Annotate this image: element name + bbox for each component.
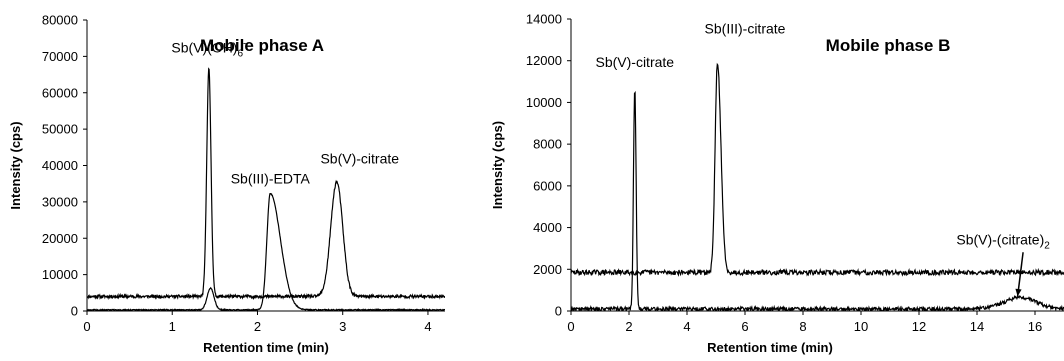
x-tick-label: 16 xyxy=(1028,319,1042,334)
peak-annotation: Sb(V)-citrate xyxy=(320,151,399,167)
x-axis-label: Retention time (min) xyxy=(203,340,329,355)
y-tick-label: 80000 xyxy=(42,13,78,28)
x-tick-label: 8 xyxy=(799,319,806,334)
x-tick-label: 4 xyxy=(424,319,431,334)
y-tick-label: 40000 xyxy=(42,158,78,173)
chromatogram-trace-1 xyxy=(571,62,1064,277)
x-tick-label: 1 xyxy=(169,319,176,334)
x-tick-label: 2 xyxy=(254,319,261,334)
y-tick-label: 6000 xyxy=(533,178,562,193)
chromatogram-trace-2 xyxy=(87,193,445,311)
annotation-arrow-head xyxy=(1015,288,1022,297)
x-tick-label: 2 xyxy=(625,319,632,334)
y-tick-label: 14000 xyxy=(526,12,562,27)
peak-annotation: Sb(III)-citrate xyxy=(705,21,786,37)
y-tick-label: 2000 xyxy=(533,262,562,277)
y-tick-label: 0 xyxy=(555,304,562,319)
peak-annotation: Sb(V)-citrate xyxy=(596,54,675,70)
peak-annotation: Sb(III)-EDTA xyxy=(231,171,311,187)
y-tick-label: 20000 xyxy=(42,231,78,246)
y-tick-label: 70000 xyxy=(42,49,78,64)
chart-title: Mobile phase A xyxy=(200,36,324,55)
x-tick-label: 3 xyxy=(339,319,346,334)
y-tick-label: 8000 xyxy=(533,137,562,152)
y-tick-label: 12000 xyxy=(526,53,562,68)
y-tick-label: 60000 xyxy=(42,85,78,100)
x-tick-label: 0 xyxy=(567,319,574,334)
x-tick-label: 12 xyxy=(912,319,926,334)
y-tick-label: 30000 xyxy=(42,194,78,209)
y-tick-label: 50000 xyxy=(42,122,78,137)
x-tick-label: 10 xyxy=(854,319,868,334)
panel-mobile-phase-b: 0 2000 4000 6000 8000 10000 12000 14000 0 2 4 6 8 10 1… xyxy=(490,12,1064,355)
annotation-arrow-line xyxy=(1016,252,1024,297)
peak-annotation: Sb(V)-(citrate)2 xyxy=(956,231,1050,251)
x-axis-label: Retention time (min) xyxy=(707,340,833,355)
y-tick-label: 10000 xyxy=(42,267,78,282)
chromatogram-trace-1 xyxy=(87,67,445,301)
y-axis-label: Intensity (cps) xyxy=(8,121,23,209)
x-tick-label: 0 xyxy=(83,319,90,334)
y-tick-label: 0 xyxy=(71,304,78,319)
chart-title: Mobile phase B xyxy=(826,36,951,55)
x-tick-label: 4 xyxy=(683,319,690,334)
x-tick-label: 6 xyxy=(741,319,748,334)
y-axis-label: Intensity (cps) xyxy=(490,121,505,209)
y-tick-label: 10000 xyxy=(526,95,562,110)
x-tick-label: 14 xyxy=(970,319,984,334)
chromatogram-trace-2 xyxy=(571,90,1064,311)
panel-mobile-phase-a: 0 10000 20000 30000 40000 50000 60000 70000 8000… xyxy=(8,13,445,355)
peak-annotation: Sb(V)(OH)6- xyxy=(171,39,246,60)
y-tick-label: 4000 xyxy=(533,220,562,235)
